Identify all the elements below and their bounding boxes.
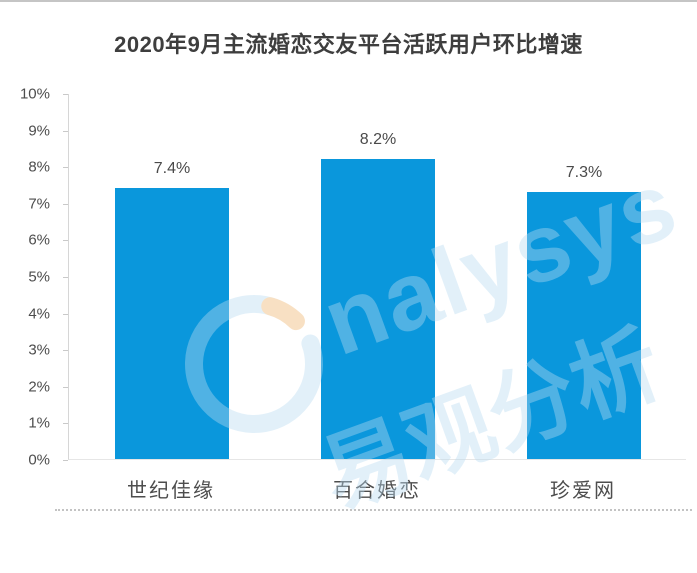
y-axis-tick-mark: [63, 423, 68, 425]
y-axis-tick-label: 10%: [19, 85, 50, 103]
y-axis-tick-mark: [63, 277, 68, 278]
y-axis-tick-mark: [63, 240, 68, 242]
y-axis-tick-mark: [63, 386, 68, 388]
bar-1: [321, 158, 435, 459]
x-axis-category-label: 世纪佳缘: [127, 480, 215, 502]
x-axis-category-label: 珍爱网: [550, 480, 616, 502]
y-axis-tick-mark: [63, 203, 68, 205]
bar-value-label: 8.2%: [359, 130, 397, 148]
y-axis-tick-mark: [63, 130, 68, 132]
y-axis-tick-label: 1%: [28, 414, 50, 432]
y-axis-tick-label: 8%: [28, 158, 50, 176]
x-axis-category-label: 百合婚恋: [333, 480, 421, 502]
plot-area: 7.4% 8.2% 7.3% nalysys 易观分析: [68, 93, 691, 526]
y-axis-tick-label: 2%: [28, 378, 50, 396]
chart-title: 2020年9月主流婚恋交友平台活跃用户环比增速: [114, 32, 583, 57]
y-axis-tick-label: 9%: [28, 122, 50, 140]
bar-slot: 7.4%: [69, 93, 275, 459]
bar-slot: 8.2%: [275, 93, 481, 459]
top-border-line: [0, 0, 697, 2]
y-axis-tick-mark: [63, 94, 68, 95]
bottom-dotted-divider: [55, 509, 692, 511]
y-axis-tick-label: 5%: [28, 268, 50, 286]
y-axis-tick-mark: [63, 460, 68, 461]
y-axis: 0% 1% 2% 3% 4% 5% 6% 7% 8% 9% 10%: [0, 86, 68, 469]
y-axis-tick-label: 4%: [28, 305, 50, 323]
y-axis-tick-label: 7%: [28, 195, 50, 213]
bar-slot: 7.3%: [481, 93, 687, 459]
y-axis-tick-label: 0%: [28, 451, 50, 469]
y-axis-tick-mark: [63, 350, 68, 352]
y-axis-tick-label: 6%: [28, 231, 50, 249]
y-axis-tick-mark: [63, 167, 68, 169]
bar-value-label: 7.3%: [565, 163, 603, 181]
y-axis-tick-mark: [63, 313, 68, 315]
bars-container: 7.4% 8.2% 7.3%: [69, 93, 687, 459]
x-axis-labels: 世纪佳缘 百合婚恋 珍爱网: [68, 474, 686, 503]
bar-0: [115, 188, 229, 459]
bar-value-label: 7.4%: [153, 160, 191, 178]
bar-2: [527, 191, 641, 459]
y-axis-tick-label: 3%: [28, 341, 50, 359]
chart-page: 2020年9月主流婚恋交友平台活跃用户环比增速 0% 1% 2% 3% 4% 5% 6% 7%…: [0, 0, 697, 526]
